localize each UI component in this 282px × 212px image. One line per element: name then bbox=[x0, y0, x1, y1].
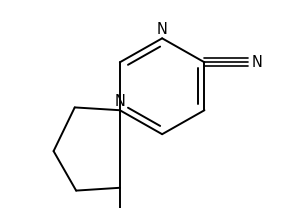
Text: N: N bbox=[251, 55, 262, 70]
Text: N: N bbox=[157, 22, 168, 37]
Text: N: N bbox=[114, 94, 125, 109]
